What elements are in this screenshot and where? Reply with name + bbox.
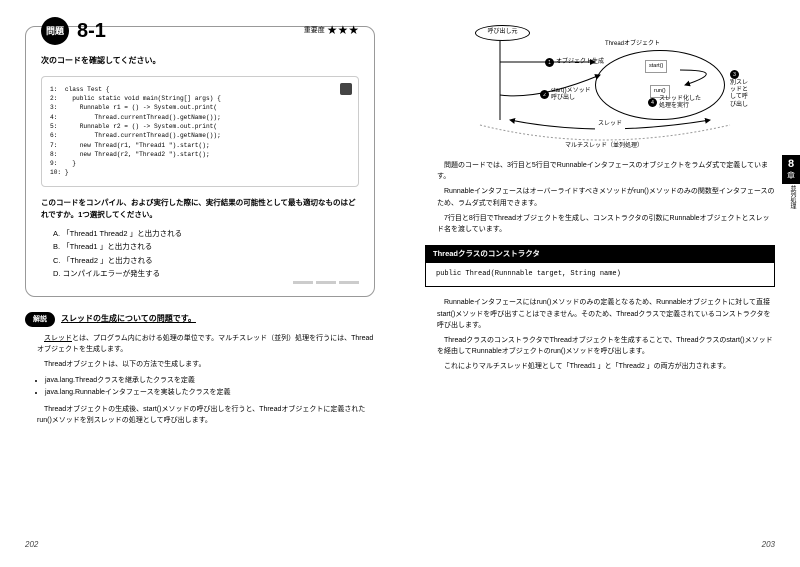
- problem-badge: 問題: [41, 17, 69, 45]
- code-box: 1: class Test { 2: public static void ma…: [41, 76, 359, 187]
- code-content: 1: class Test { 2: public static void ma…: [50, 85, 350, 178]
- choice-d: D. コンパイルエラーが発生する: [53, 267, 359, 281]
- multithread-label: マルチスレッド（並列処理）: [565, 142, 643, 152]
- question-header: 問題 8-1 重要度 ★★★: [41, 15, 359, 47]
- para-1: スレッドとは、プログラム内における処理の単位です。マルチスレッド（並列）処理を行…: [37, 333, 375, 355]
- explanation-header: 解説 スレッドの生成についての問題です。: [25, 312, 375, 327]
- term-thread: スレッド: [44, 335, 72, 342]
- r-para-4: Runnableインタフェースにはrun()メソッドのみの定義となるため、Run…: [437, 297, 775, 331]
- importance-label: 重要度: [304, 25, 325, 36]
- choices-list: A. 「Thread1 Thread2 」と出力される B. 「Thread1 …: [53, 227, 359, 281]
- explain-title: スレッドの生成についての問題です。: [61, 313, 196, 326]
- bullet-2: java.lang.Runnableインタフェースを実装したクラスを定義: [45, 387, 375, 400]
- page-indicator: [293, 281, 359, 284]
- constructor-code: public Thread(Runnnable target, String n…: [425, 263, 775, 287]
- choice-a: A. 「Thread1 Thread2 」と出力される: [53, 227, 359, 241]
- r-para-3: 7行目と8行目でThreadオブジェクトを生成し、コンストラクタの引数にRunn…: [437, 213, 775, 235]
- para-2: Threadオブジェクトは、以下の方法で生成します。: [37, 359, 375, 370]
- para-3: Threadオブジェクトの生成後、start()メソッドの呼び出しを行うと、Th…: [37, 404, 375, 426]
- chapter-tab: 8 章: [782, 155, 800, 184]
- explain-badge: 解説: [25, 312, 55, 327]
- copy-icon[interactable]: [340, 83, 352, 95]
- choice-b: B. 「Thread1 」と出力される: [53, 240, 359, 254]
- page-number-right: 203: [762, 539, 775, 552]
- thread-arc-label: スレッド: [595, 120, 625, 130]
- thread-diagram: 呼び出し元 Threadオブジェクト start() run() 1 オブジェク…: [450, 20, 750, 150]
- question-prompt: このコードをコンパイル、および実行した際に、実行結果の可能性として最も適切なもの…: [41, 197, 359, 221]
- page-left: 問題 8-1 重要度 ★★★ 次のコードを確認してください。 1: class …: [0, 0, 400, 567]
- importance: 重要度 ★★★: [304, 21, 359, 40]
- r-para-5: ThreadクラスのコンストラクタでThreadオブジェクトを生成することで、T…: [437, 335, 775, 357]
- question-number: 8-1: [77, 15, 106, 47]
- question-title: 次のコードを確認してください。: [41, 55, 359, 68]
- diagram-arrows: [450, 20, 750, 150]
- page-right: 呼び出し元 Threadオブジェクト start() run() 1 オブジェク…: [400, 0, 800, 567]
- question-box: 問題 8-1 重要度 ★★★ 次のコードを確認してください。 1: class …: [25, 26, 375, 297]
- page-number-left: 202: [25, 539, 38, 552]
- chapter-subtitle: 並列処理: [788, 185, 797, 209]
- constructor-title-bar: Threadクラスのコンストラクタ: [425, 245, 775, 263]
- bullet-list: java.lang.Threadクラスを継承したクラスを定義 java.lang…: [45, 375, 375, 400]
- r-para-2: Runnableインタフェースはオーバーライドすべきメソッドがrun()メソッド…: [437, 186, 775, 208]
- star-icon: ★★★: [327, 21, 359, 40]
- bullet-1: java.lang.Threadクラスを継承したクラスを定義: [45, 375, 375, 388]
- choice-c: C. 「Thread2 」と出力される: [53, 254, 359, 268]
- r-para-6: これによりマルチスレッド処理として「Thread1 」と「Thread2 」の両…: [437, 361, 775, 372]
- r-para-1: 問題のコードでは、3行目と5行目でRunnableインタフェースのオブジェクトを…: [437, 160, 775, 182]
